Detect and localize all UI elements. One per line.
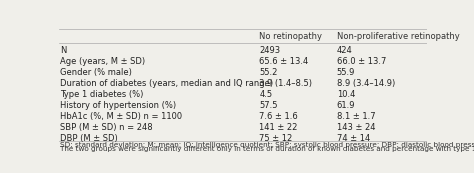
Text: N: N	[60, 46, 66, 55]
Text: 7.6 ± 1.6: 7.6 ± 1.6	[259, 112, 298, 121]
Text: SBP (M ± SD) n = 248: SBP (M ± SD) n = 248	[60, 123, 153, 132]
Text: 143 ± 24: 143 ± 24	[337, 123, 375, 132]
Text: 8.1 ± 1.7: 8.1 ± 1.7	[337, 112, 375, 121]
Text: 3.9 (1.4–8.5): 3.9 (1.4–8.5)	[259, 79, 312, 88]
Text: SD: standard deviation; M: mean; IQ: intelligence quotient; SBP: systolic blood : SD: standard deviation; M: mean; IQ: int…	[60, 142, 474, 148]
Text: 10.4: 10.4	[337, 90, 355, 99]
Text: 424: 424	[337, 46, 352, 55]
Text: Age (years, M ± SD): Age (years, M ± SD)	[60, 57, 145, 66]
Text: 74 ± 14: 74 ± 14	[337, 134, 370, 143]
Text: 141 ± 22: 141 ± 22	[259, 123, 298, 132]
Text: 65.6 ± 13.4: 65.6 ± 13.4	[259, 57, 309, 66]
Text: History of hypertension (%): History of hypertension (%)	[60, 101, 176, 110]
Text: 66.0 ± 13.7: 66.0 ± 13.7	[337, 57, 386, 66]
Text: No retinopathy: No retinopathy	[259, 32, 322, 41]
Text: Gender (% male): Gender (% male)	[60, 68, 132, 77]
Text: 4.5: 4.5	[259, 90, 273, 99]
Text: 2493: 2493	[259, 46, 281, 55]
Text: 55.2: 55.2	[259, 68, 278, 77]
Text: Type 1 diabetes (%): Type 1 diabetes (%)	[60, 90, 143, 99]
Text: 61.9: 61.9	[337, 101, 355, 110]
Text: DBP (M ± SD): DBP (M ± SD)	[60, 134, 118, 143]
Text: 75 ± 12: 75 ± 12	[259, 134, 293, 143]
Text: HbA1c (%, M ± SD) n = 1100: HbA1c (%, M ± SD) n = 1100	[60, 112, 182, 121]
Text: The two groups were significantly different only in terms of duration of known d: The two groups were significantly differ…	[60, 145, 474, 152]
Text: 57.5: 57.5	[259, 101, 278, 110]
Text: Non-proliferative retinopathy: Non-proliferative retinopathy	[337, 32, 459, 41]
Text: 8.9 (3.4–14.9): 8.9 (3.4–14.9)	[337, 79, 395, 88]
Text: 55.9: 55.9	[337, 68, 355, 77]
Text: Duration of diabetes (years, median and IQ range): Duration of diabetes (years, median and …	[60, 79, 273, 88]
